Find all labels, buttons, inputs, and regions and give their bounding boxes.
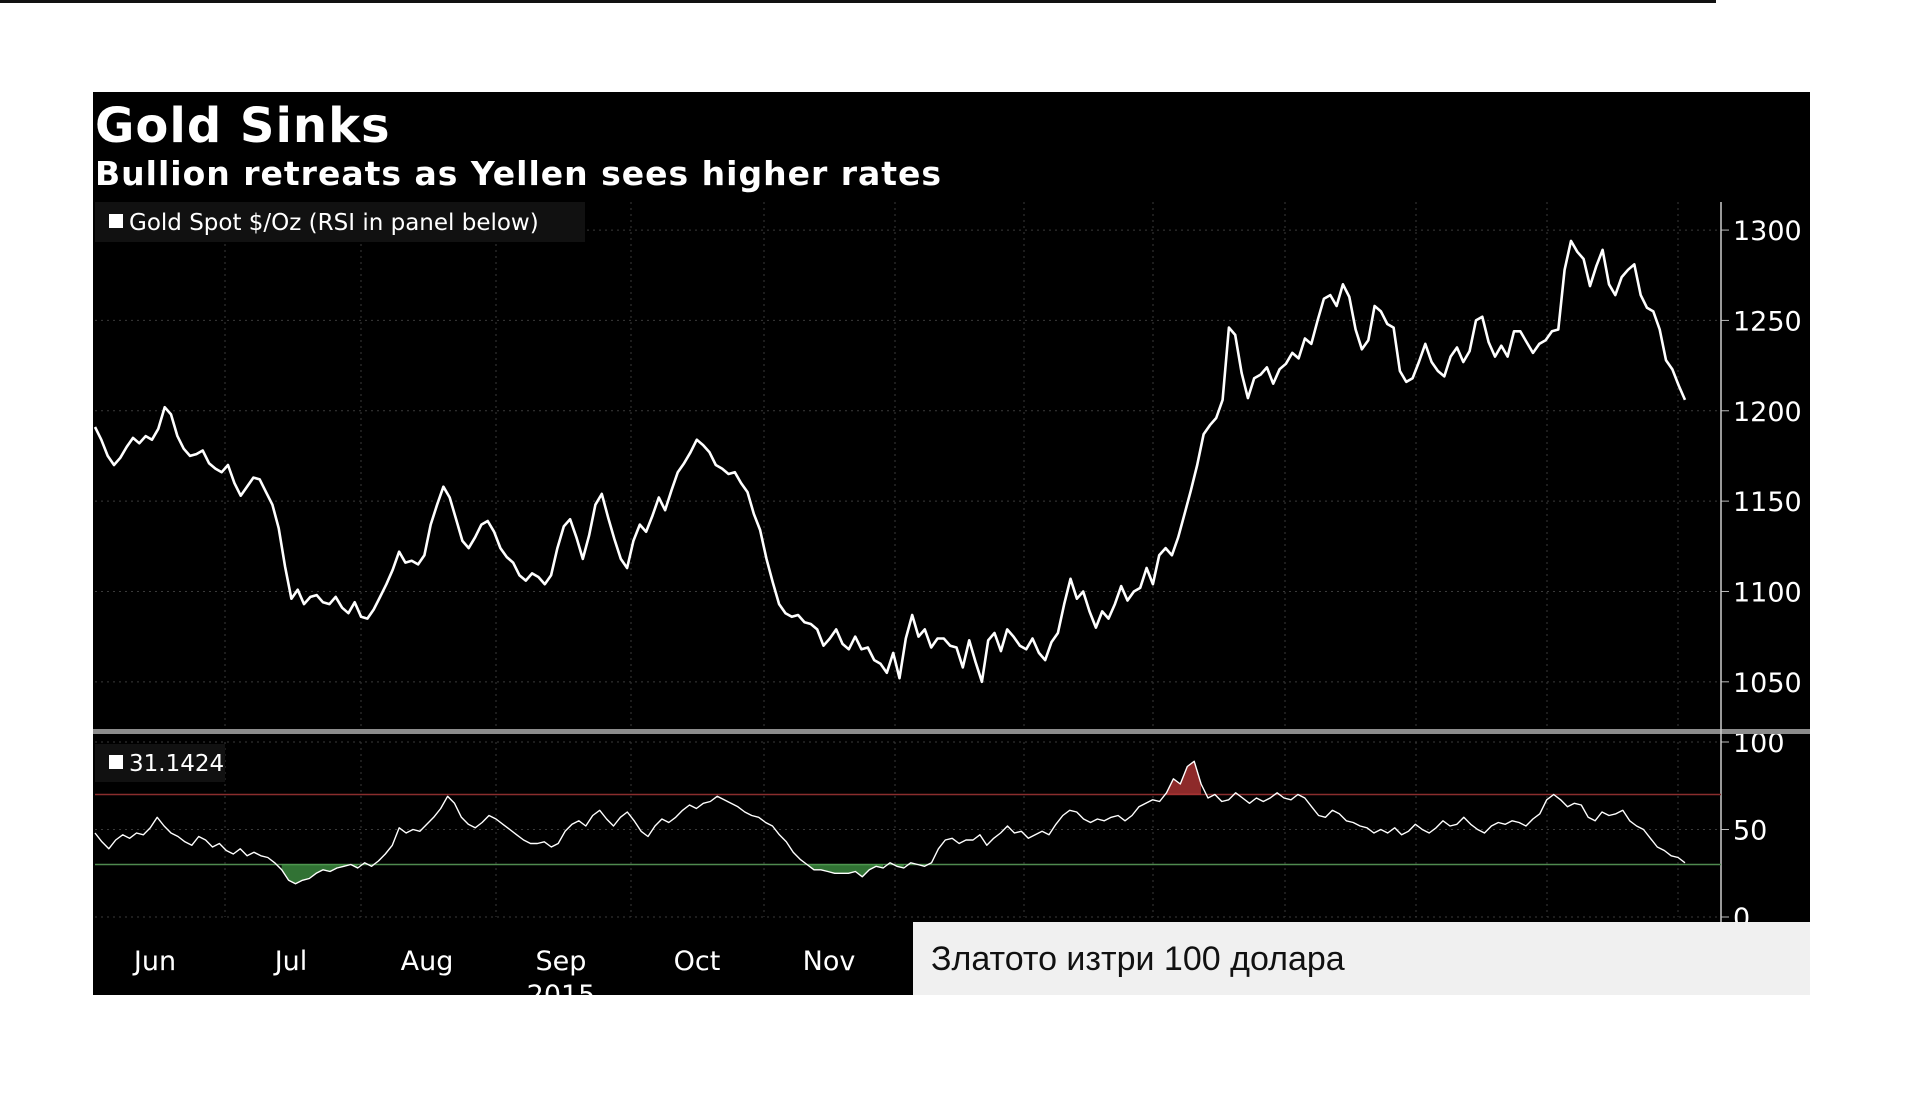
x-tick-label: Sep [536,946,587,977]
oversold-area [807,864,884,877]
overbought-area [1166,761,1202,795]
y-tick-label: 1100 [1733,577,1802,608]
legend-box [95,202,585,242]
caption-text: Златото изтри 100 долара [931,940,1345,978]
gold-price-line [93,239,1687,684]
x-tick-label: Oct [674,946,721,977]
rsi-tick-label: 50 [1733,816,1767,847]
top-divider [0,0,1716,3]
x-tick-label: Aug [401,946,454,977]
legend-label: Gold Spot $/Oz (RSI in panel below) [129,210,539,236]
y-tick-label: 1200 [1733,397,1802,428]
x-tick-label: Jul [273,946,308,977]
chart-subtitle: Bullion retreats as Yellen sees higher r… [95,154,943,193]
y-tick-label: 1300 [1733,216,1802,247]
caption-overlay: Златото изтри 100 долара [913,922,1810,995]
panel-separator [93,729,1810,734]
y-tick-label: 1050 [1733,668,1802,699]
y-tick-label: 1250 [1733,306,1802,337]
oversold-area [281,864,358,884]
legend-swatch [109,214,123,228]
x-tick-label: Jun [132,946,176,977]
x-tick-label: Nov [803,946,856,977]
y-tick-label: 1150 [1733,487,1802,518]
rsi-line [94,760,1686,885]
chart-title: Gold Sinks [95,98,391,154]
rsi-legend-label: 31.1424 [129,751,224,777]
x-year-label: 2015 [527,980,596,995]
rsi-legend-swatch [109,755,123,769]
chart-card: 1050 1100 1150 1200 1250 1300 0 50 100 Gold Spot … [93,92,1810,995]
